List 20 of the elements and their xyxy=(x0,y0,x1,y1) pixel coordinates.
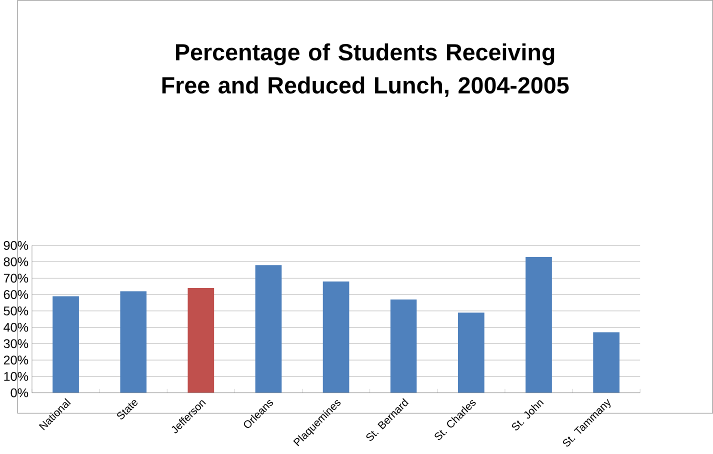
bar xyxy=(188,288,214,393)
bar xyxy=(322,281,350,393)
chart-title: Percentage of Students Receiving Free and Reduced Lunch, 2004-2005 xyxy=(162,43,569,98)
y-tick-label: 60% xyxy=(4,290,28,300)
y-tick-label: 30% xyxy=(4,339,28,348)
bar xyxy=(526,256,552,393)
bar xyxy=(390,299,417,393)
bar xyxy=(593,332,620,393)
y-tick-label: 10% xyxy=(4,372,28,381)
y-tick-label: 80% xyxy=(4,257,28,266)
bar xyxy=(120,291,147,393)
y-tick-label: 20% xyxy=(4,356,28,365)
y-tick-label: 40% xyxy=(4,322,28,332)
y-tick-label: 70% xyxy=(4,274,28,283)
bar xyxy=(52,296,79,393)
y-tick-label: 50% xyxy=(4,306,28,316)
bar xyxy=(458,312,484,393)
y-tick-label: 0% xyxy=(10,388,28,398)
bar xyxy=(255,265,282,393)
y-tick-label: 90% xyxy=(4,240,28,250)
